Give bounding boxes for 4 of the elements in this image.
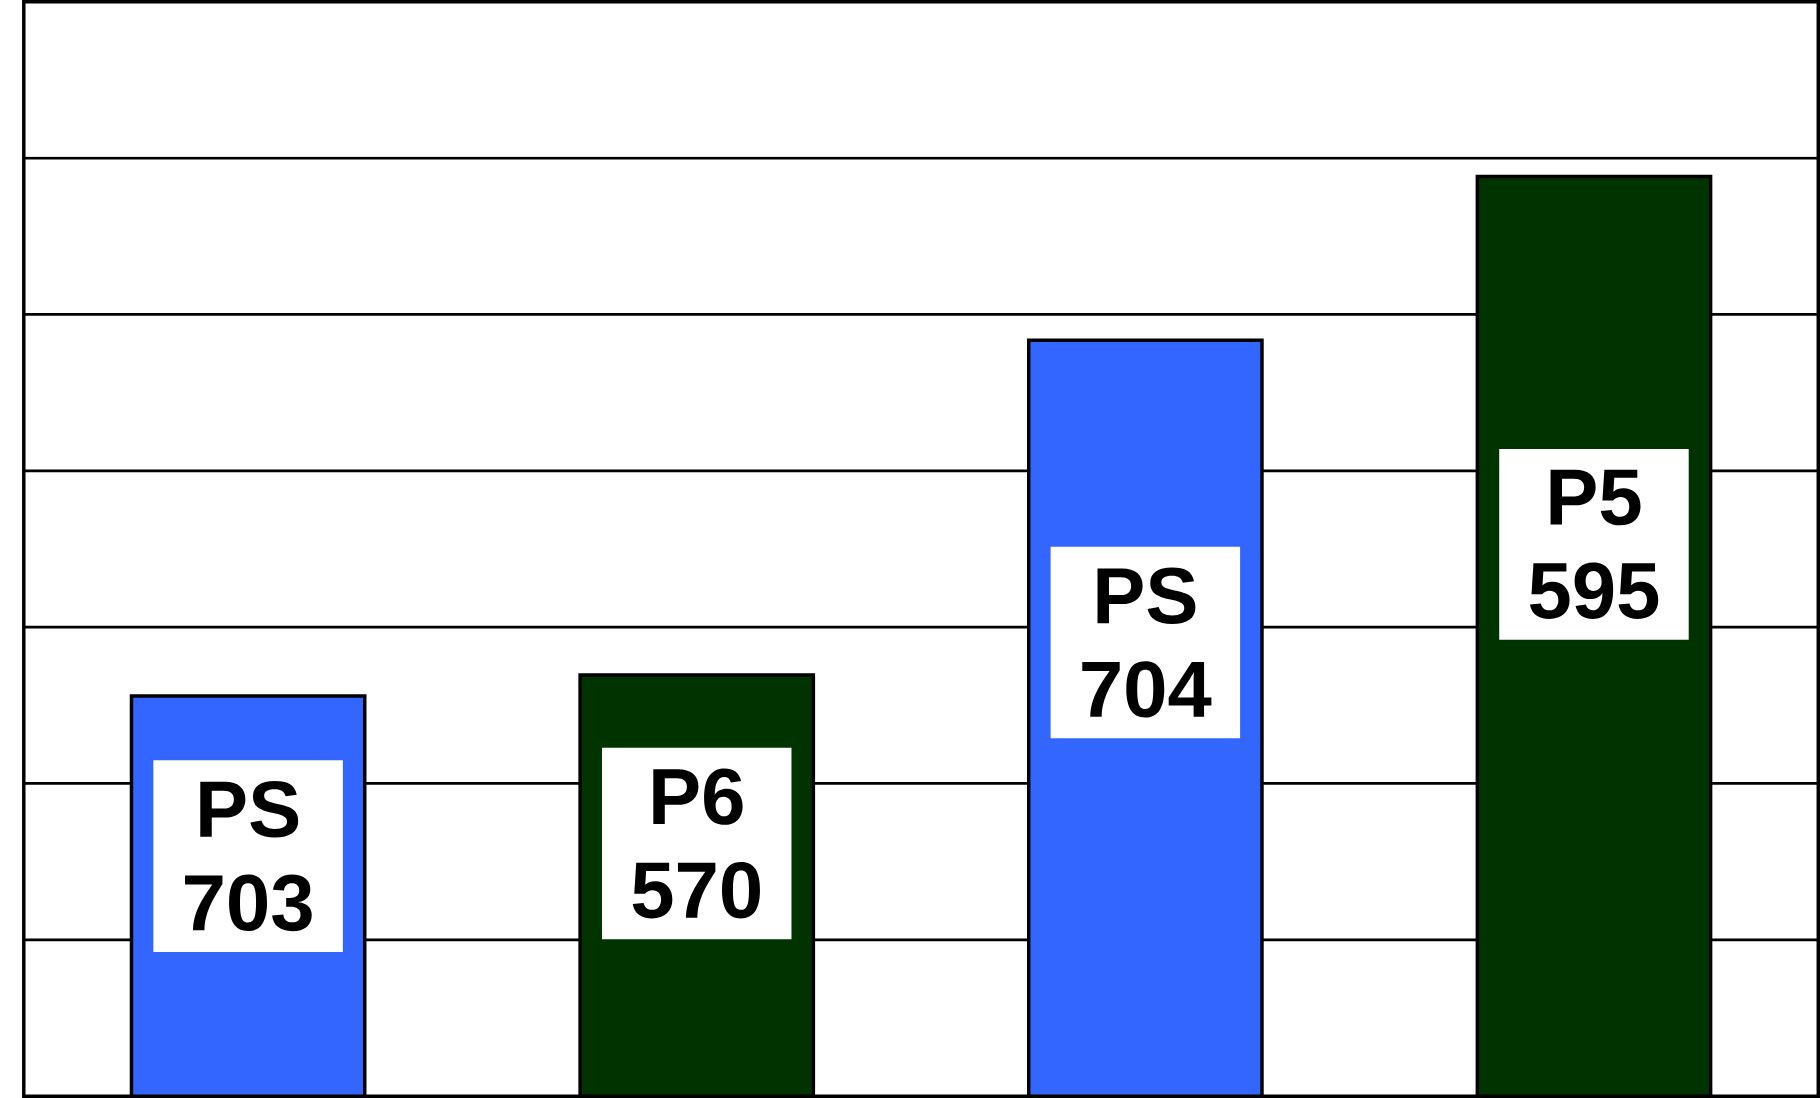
x-tick-label: P5 595	[1529, 469, 1659, 619]
x-tick-label: P6 570	[632, 768, 760, 919]
x-tick-label: PS 704	[1082, 567, 1212, 718]
x-tick-label: PS 703	[185, 781, 312, 932]
